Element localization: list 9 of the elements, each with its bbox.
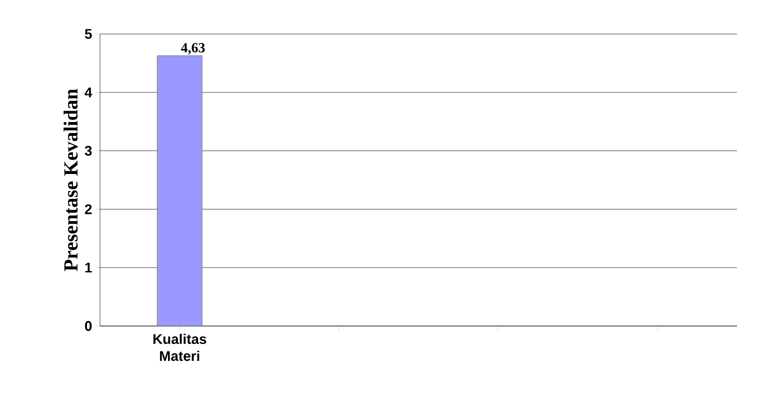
y-tick-label: 2 [84,204,92,214]
y-tick-label: 1 [85,262,92,272]
data-label: 4,63 [181,43,205,54]
y-tick-label: 5 [84,29,92,39]
y-tick-label: 0 [85,321,92,331]
y-tick-label: 4 [84,88,92,98]
y-axis-title: Presentase Kevalidan [64,88,78,272]
y-tick-label: 3 [84,146,92,156]
x-tick-label: Kualitas Materi [153,334,206,361]
